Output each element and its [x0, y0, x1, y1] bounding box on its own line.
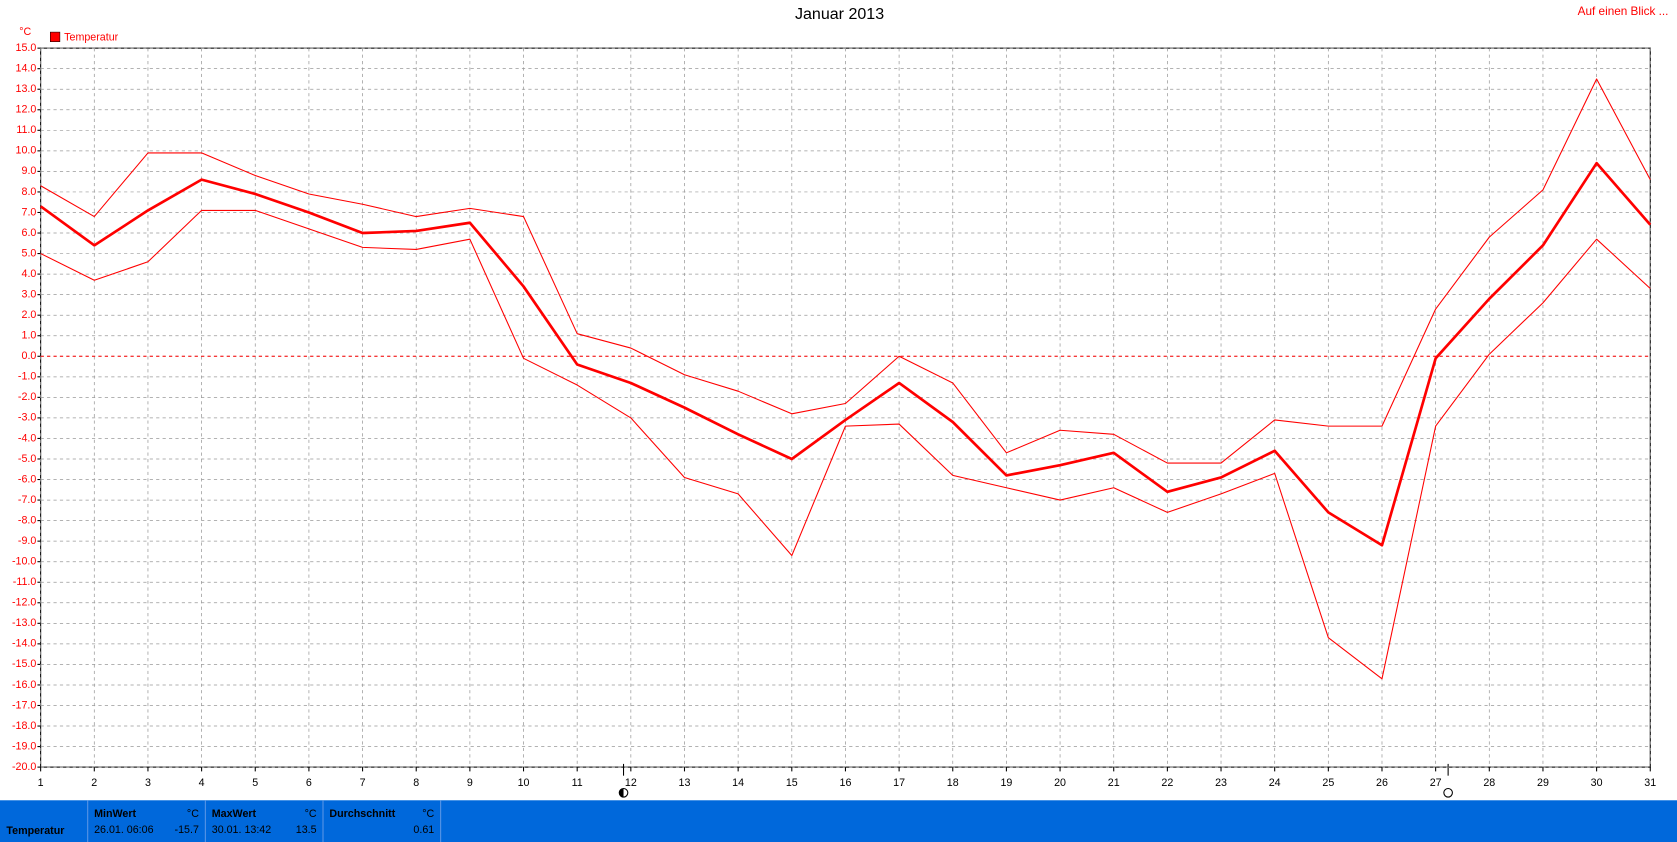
legend-swatch	[49, 31, 61, 42]
x-tick-label: 20	[1054, 777, 1066, 789]
summary-bar	[0, 800, 1677, 842]
x-tick-label: 29	[1537, 777, 1549, 789]
y-tick-label: -12.0	[12, 597, 36, 609]
moon-icon	[1443, 787, 1453, 798]
legend-label: Temperatur	[64, 31, 118, 43]
y-tick-label: 6.0	[22, 227, 37, 239]
y-tick-label: 11.0	[16, 124, 36, 136]
summary-value: 13.5	[296, 824, 317, 836]
x-tick-label: 19	[1000, 777, 1012, 789]
data-line	[40, 209, 1651, 680]
x-tick-label: 9	[467, 777, 473, 789]
summary-value: -15.7	[175, 824, 199, 836]
x-tick-label: 26	[1376, 777, 1388, 789]
summary-time: 26.01. 06:06	[94, 824, 153, 836]
y-tick-label: 5.0	[22, 247, 37, 259]
data-line	[40, 78, 1651, 464]
y-tick-label: -4.0	[18, 432, 36, 444]
y-tick-label: 4.0	[22, 268, 37, 280]
x-tick-label: 10	[518, 777, 530, 789]
x-tick-label: 31	[1644, 777, 1656, 789]
summary-row: Temperatur	[6, 825, 64, 837]
x-tick-label: 28	[1483, 777, 1495, 789]
summary-head: MaxWert	[212, 808, 257, 820]
x-tick-label: 14	[732, 777, 744, 789]
y-tick-label: 3.0	[22, 288, 37, 300]
data-line	[39, 161, 1652, 547]
x-tick-label: 30	[1591, 777, 1603, 789]
y-tick-label: -2.0	[18, 391, 36, 403]
x-tick-label: 4	[199, 777, 205, 789]
y-tick-label: 8.0	[22, 186, 37, 198]
moon-icon	[619, 788, 624, 798]
x-tick-label: 7	[360, 777, 366, 789]
y-tick-label: -14.0	[12, 638, 36, 650]
y-tick-label: -10.0	[12, 556, 36, 568]
x-tick-label: 6	[306, 777, 312, 789]
y-tick-label: -15.0	[12, 658, 36, 670]
summary-unit: °C	[305, 808, 317, 820]
summary-head: MinWert	[94, 808, 136, 820]
y-unit: °C	[19, 26, 31, 38]
x-tick-label: 24	[1269, 777, 1281, 789]
x-tick-label: 15	[786, 777, 798, 789]
y-tick-label: 7.0	[22, 206, 37, 218]
x-tick-label: 16	[840, 777, 852, 789]
y-tick-label: -9.0	[18, 535, 36, 547]
x-tick-label: 18	[947, 777, 959, 789]
summary-value: 0.61	[413, 824, 434, 836]
y-tick-label: 10.0	[16, 145, 37, 157]
y-tick-label: 9.0	[22, 165, 37, 177]
x-tick-label: 22	[1161, 777, 1173, 789]
y-tick-label: -13.0	[12, 617, 36, 629]
y-tick-label: -11.0	[13, 576, 37, 588]
summary-unit: °C	[187, 808, 199, 820]
y-tick-label: 1.0	[22, 330, 37, 342]
x-tick-label: 11	[572, 777, 583, 789]
x-tick-label: 8	[413, 777, 419, 789]
summary-head: Durchschnitt	[329, 808, 395, 820]
x-tick-label: 3	[145, 777, 151, 789]
y-tick-label: -16.0	[12, 679, 36, 691]
x-tick-label: 1	[38, 777, 44, 789]
y-tick-label: -6.0	[18, 473, 36, 485]
y-tick-label: 12.0	[16, 104, 37, 116]
y-tick-label: -7.0	[18, 494, 36, 506]
summary-unit: °C	[422, 808, 434, 820]
y-tick-label: -3.0	[18, 412, 36, 424]
x-tick-label: 13	[679, 777, 691, 789]
y-tick-label: -8.0	[18, 514, 36, 526]
chart-title: Januar 2013	[795, 5, 884, 23]
y-tick-label: -5.0	[18, 453, 36, 465]
y-tick-label: 13.0	[16, 83, 37, 95]
y-tick-label: 0.0	[22, 350, 37, 362]
x-tick-label: 17	[893, 777, 905, 789]
y-tick-label: -20.0	[12, 761, 36, 773]
x-tick-label: 23	[1215, 777, 1227, 789]
x-tick-label: 12	[625, 777, 637, 789]
x-tick-label: 25	[1322, 777, 1334, 789]
y-tick-label: -19.0	[12, 740, 36, 752]
y-tick-label: 15.0	[16, 42, 37, 54]
summary-time: 30.01. 13:42	[212, 824, 271, 836]
y-tick-label: 2.0	[22, 309, 37, 321]
y-tick-label: -18.0	[12, 720, 36, 732]
x-tick-label: 2	[91, 777, 97, 789]
link[interactable]: Auf einen Blick ...	[1578, 5, 1669, 18]
x-tick-label: 21	[1108, 777, 1120, 789]
x-tick-label: 27	[1430, 777, 1442, 789]
y-tick-label: -17.0	[12, 699, 36, 711]
y-tick-label: 14.0	[16, 63, 37, 75]
x-tick-label: 5	[252, 777, 258, 789]
y-tick-label: -1.0	[18, 371, 36, 383]
